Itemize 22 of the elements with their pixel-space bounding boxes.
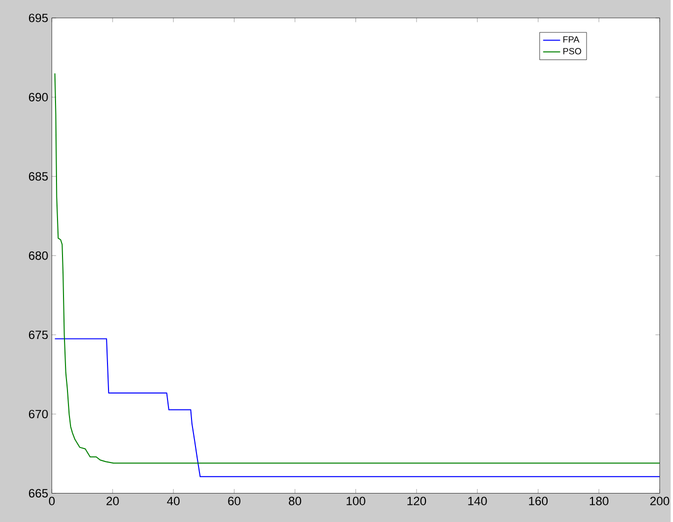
x-tick-label: 200 [650, 496, 670, 506]
x-tick-label: 80 [288, 496, 302, 506]
legend-label: PSO [563, 48, 582, 54]
line-series [54, 338, 660, 478]
x-tick-label: 120 [407, 496, 426, 506]
x-tick-label: 20 [106, 496, 119, 506]
x-tick-label: 180 [590, 496, 608, 506]
y-tick-label: 685 [28, 172, 48, 181]
line-series [54, 72, 660, 464]
x-tick-label: 0 [48, 496, 55, 506]
y-tick-label: 665 [28, 488, 48, 498]
y-tick-label: 670 [28, 410, 48, 418]
x-tick-label: 160 [529, 496, 548, 506]
y-tick-label: 695 [28, 14, 48, 22]
legend-label: FPA [563, 36, 580, 42]
x-tick-label: 100 [346, 496, 366, 506]
y-tick-label: 690 [28, 92, 48, 102]
x-tick-label: 60 [228, 496, 240, 506]
y-tick-label: 680 [28, 251, 48, 260]
y-tick-label: 675 [28, 330, 48, 339]
x-tick-label: 140 [468, 496, 487, 506]
x-tick-label: 40 [167, 496, 180, 506]
